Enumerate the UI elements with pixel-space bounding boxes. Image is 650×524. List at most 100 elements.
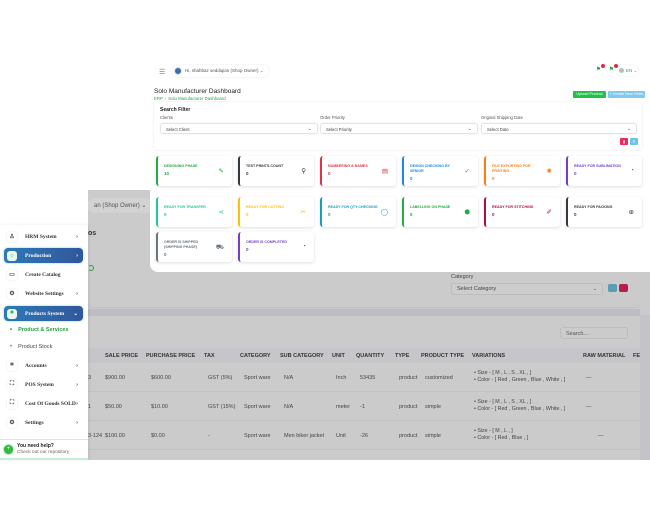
sidebar-item-pos-system[interactable]: ⛶ POS System › — [4, 377, 83, 392]
pos-icon: ⛶ — [7, 379, 17, 390]
bg-refresh-icon — [88, 265, 94, 271]
stat-value: 0 — [164, 212, 167, 217]
col-quantity[interactable]: QUANTITY — [356, 353, 385, 359]
table-row[interactable]: 1 $50.00 $10.00 GST (15%) Sport ware N/A… — [88, 392, 640, 421]
stat-card-ready-for-packing[interactable]: READY FOR PACKING 0 ⊕ — [566, 197, 642, 227]
user-menu[interactable]: Hi, shahbaz seddiqian (Shop Owner) ⌄ — [172, 65, 269, 77]
col-fe[interactable]: FE — [633, 353, 641, 359]
stat-card-ready-for-sublimation[interactable]: READY FOR SUBLIMATION 0 ◔ — [566, 156, 642, 186]
stat-card-test-prints-count[interactable]: TEST PRINTS COUNT 0 ⚲ — [238, 156, 314, 186]
col-purchase-price[interactable]: PURCHASE PRICE — [146, 353, 196, 359]
bg-search-button[interactable] — [608, 284, 617, 292]
stat-card-ready-for-transfer[interactable]: READY FOR TRANSFER 0 ⋖ — [156, 197, 232, 227]
stat-icon: ✓ — [464, 168, 470, 175]
stat-label: READY FOR SUBLIMATION — [574, 164, 621, 168]
filter-title: Search Filter — [160, 107, 191, 113]
sidebar-item-cost-of-goods-sold[interactable]: ⛶ Cost Of Goods SOLD › — [4, 396, 83, 411]
stat-card-designing-phase[interactable]: DESIGNING PHASE 10 ✎ — [156, 156, 232, 186]
gear-icon: ⚙ — [7, 288, 17, 299]
reset-filter-button[interactable]: ▮ — [620, 138, 628, 145]
col-variations[interactable]: VARIATIONS — [472, 353, 506, 359]
shipping-date-select[interactable]: Select Date ⌄ — [481, 123, 637, 134]
stat-value: 0 — [574, 212, 577, 217]
col-tax[interactable]: TAX — [204, 353, 215, 359]
stat-icon: ✂ — [300, 209, 306, 216]
help-bar — [0, 458, 88, 460]
stat-card-order-is-shipped-shipping-phase[interactable]: ORDER IS SHIPPED (SHIPPING PHASE) 0 ⛟ — [156, 232, 232, 262]
stat-card-file-exporting-for-printing[interactable]: FILE EXPORTING FOR PRINTING 0 ✺ — [484, 156, 560, 186]
create-order-button[interactable]: + Create New Order — [608, 91, 645, 98]
clients-select[interactable]: Select Client ⌄ — [160, 123, 318, 134]
stat-label: NUMBERING & NAMES — [328, 164, 368, 168]
sidebar-item-create-catalog[interactable]: ▭ Create Catalog — [4, 267, 83, 282]
col-category[interactable]: CATEGORY — [240, 353, 271, 359]
sidebar-subitem-product-services[interactable]: • Product & Services — [10, 327, 69, 333]
stat-icon: ▤ — [381, 168, 388, 175]
stat-card-numbering-names[interactable]: NUMBERING & NAMES 0 ▤ — [320, 156, 396, 186]
category-label: Category — [451, 274, 474, 280]
stat-card-labelling-on-phase[interactable]: LABELLING ON PHASE 0 ⬢ — [402, 197, 478, 227]
products-table: SALE PRICE PURCHASE PRICE TAX CATEGORY S… — [88, 348, 640, 450]
stat-label: READY FOR TRANSFER — [164, 205, 206, 209]
breadcrumb-root[interactable]: ERP — [154, 96, 163, 101]
avatar — [174, 67, 182, 75]
col-product-type[interactable]: PRODUCT TYPE — [421, 353, 465, 359]
table-row[interactable]: 3-124 $100.00 $0.00 - Sport ware Men bik… — [88, 421, 640, 450]
chevron-down-icon: ⌄ — [626, 126, 631, 132]
stat-value: 10 — [164, 171, 170, 176]
stat-label: TEST PRINTS COUNT — [246, 164, 284, 168]
hamburger-menu-icon[interactable]: ☰ — [159, 69, 166, 76]
breadcrumb: ERP › Solo Manufacturer Dashboard — [154, 96, 226, 101]
col-sub-category[interactable]: SUB CATEGORY — [280, 353, 324, 359]
help-box[interactable]: + You need help? Check out our repositor… — [0, 439, 88, 460]
notification-icon[interactable]: ⚑ — [594, 64, 605, 75]
stat-icon: ◯ — [380, 209, 388, 216]
table-search-input[interactable]: Search... — [560, 327, 628, 339]
col-type[interactable]: TYPE — [395, 353, 410, 359]
message-icon[interactable]: ⚑ — [607, 64, 618, 75]
col-raw-material[interactable]: RAW MATERIAL — [583, 353, 626, 359]
help-title: You need help? — [17, 443, 54, 449]
chevron-right-icon: › — [76, 362, 78, 369]
col-sale-price[interactable]: SALE PRICE — [105, 353, 139, 359]
sidebar-item-products-system[interactable]: ⌗ Products System ⌄ — [4, 306, 83, 321]
search-button[interactable]: ⚲ — [630, 138, 638, 145]
stat-card-ready-for-stitching[interactable]: READY FOR STITCHING 0 ✐ — [484, 197, 560, 227]
help-icon: + — [4, 445, 13, 454]
language-selector[interactable]: EN ⌄ — [616, 65, 638, 76]
scrollbar[interactable] — [640, 315, 650, 460]
stat-value: 0 — [574, 171, 577, 176]
page-title: Solo Manufacturer Dashboard — [154, 88, 241, 95]
priority-select[interactable]: Select Priority ⌄ — [320, 123, 478, 134]
stat-icon: ◔ — [630, 167, 634, 174]
divider — [88, 309, 640, 316]
sidebar-item-production[interactable]: ○ Production › — [4, 248, 83, 263]
chevron-right-icon: › — [76, 381, 78, 388]
stat-icon: ⬢ — [464, 209, 470, 216]
chevron-right-icon: › — [76, 400, 78, 407]
table-row[interactable]: 3 $900.00 $600.00 GST (5%) Sport ware N/… — [88, 363, 640, 392]
sidebar-subitem-product-stock[interactable]: • Product Stock — [10, 344, 53, 350]
upload-product-button[interactable]: Upload Product — [573, 91, 606, 98]
stat-value: 0 — [246, 171, 249, 176]
bg-reset-button[interactable] — [619, 284, 628, 292]
stat-label: DESIGN CHECKING BY SENIOR — [410, 164, 450, 173]
help-link[interactable]: Check out our repository — [17, 450, 70, 455]
sidebar-item-accounts[interactable]: ⌗ Accounts › — [4, 358, 83, 373]
sidebar-item-hrm-system[interactable]: ♙ HRM System › — [4, 229, 83, 244]
col-unit[interactable]: UNIT — [332, 353, 345, 359]
stat-value: 0 — [410, 176, 413, 181]
bg-user-menu[interactable]: an (Shop Owner) ⌄ — [88, 198, 153, 213]
stat-icon: ✎ — [218, 168, 224, 175]
stat-card-ready-for-cutting[interactable]: READY FOR CUTTING 0 ✂ — [238, 197, 314, 227]
stat-icon: ⊕ — [628, 209, 634, 216]
variations-list: Size - [ M , L , S , XL , ] Color - [ Re… — [474, 399, 565, 412]
message-badge — [614, 64, 618, 68]
stat-card-order-is-completed[interactable]: ORDER IS COMPLETED 0 ◔ — [238, 232, 314, 262]
category-select[interactable]: Select Category ⌄ — [451, 283, 603, 295]
sidebar-item-website-settings[interactable]: ⚙ Website Settings › — [4, 286, 83, 301]
stat-value: 0 — [492, 176, 495, 181]
stat-card-design-checking-by-senior[interactable]: DESIGN CHECKING BY SENIOR 0 ✓ — [402, 156, 478, 186]
stat-card-ready-for-qty-checking[interactable]: READY FOR QTY CHECKING 0 ◯ — [320, 197, 396, 227]
sidebar-item-settings[interactable]: ⚙ Settings › — [4, 415, 83, 430]
